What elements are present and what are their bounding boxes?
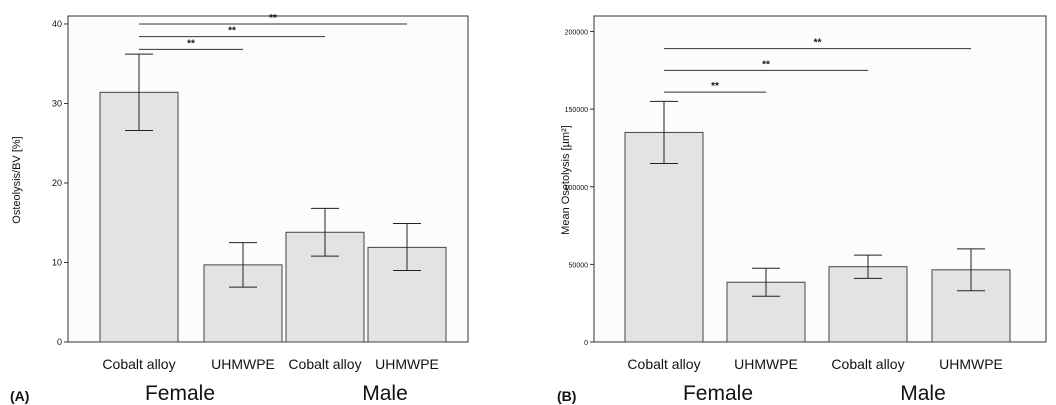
- y-tick-label-b-3: 150000: [565, 107, 588, 114]
- y-tick-label-b-1: 50000: [569, 262, 589, 269]
- category-label-b-0: Cobalt alloy: [627, 356, 700, 372]
- y-axis-label-b: Mean Osetolysis [µm²]: [560, 125, 572, 235]
- categories-a: Cobalt alloy UHMWPE Cobalt alloy UHMWPE: [102, 356, 438, 372]
- y-tick-label-b-0: 0: [584, 340, 588, 347]
- significance-label-a-0: **: [187, 38, 195, 49]
- error-bar-b-3: [957, 248, 985, 292]
- category-label-b-2: Cobalt alloy: [831, 356, 904, 372]
- category-label-a-3: UHMWPE: [375, 356, 439, 372]
- error-bar-a-2: [311, 207, 339, 257]
- error-bar-a-0: [125, 53, 153, 131]
- y-tick-label-b-4: 200000: [565, 30, 588, 37]
- categories-b: Cobalt alloy UHMWPE Cobalt alloy UHMWPE: [627, 356, 1002, 372]
- group-label-b-1: Male: [900, 382, 946, 405]
- bar-b-2: [828, 266, 908, 343]
- y-tick-label-a-1: 10: [52, 257, 62, 267]
- errorbars-a: [125, 53, 421, 288]
- error-bar-a-3: [393, 223, 421, 271]
- category-label-b-1: UHMWPE: [734, 356, 798, 372]
- category-label-b-3: UHMWPE: [939, 356, 1003, 372]
- category-label-a-0: Cobalt alloy: [102, 356, 175, 372]
- category-label-a-1: UHMWPE: [211, 356, 275, 372]
- group-label-b-0: Female: [683, 382, 753, 405]
- error-bar-b-0: [650, 100, 678, 164]
- bar-b-0: [624, 131, 704, 343]
- significance-b: ** ** **: [664, 38, 971, 93]
- group-label-a-1: Male: [362, 382, 408, 405]
- panel-label-a: (A): [10, 388, 29, 404]
- y-tick-label-a-4: 40: [52, 19, 62, 29]
- panel-label-b: (B): [557, 388, 576, 404]
- group-label-a-0: Female: [145, 382, 215, 405]
- significance-label-b-2: **: [814, 38, 822, 49]
- y-tick-label-a-0: 0: [57, 337, 62, 347]
- error-bar-a-1: [229, 242, 257, 288]
- error-bar-b-1: [752, 267, 780, 297]
- y-tick-label-a-3: 30: [52, 98, 62, 108]
- groups-a: Female Male: [145, 382, 408, 405]
- y-axis-label-a: Osteolysis/BV [%]: [11, 136, 23, 223]
- yticks-b: 0 50000 100000 150000 200000: [565, 30, 594, 347]
- significance-a: ** ** **: [139, 13, 407, 50]
- yticks-a: 0 10 20 30 40: [52, 19, 68, 347]
- bar-a-0: [99, 91, 179, 343]
- significance-label-a-2: **: [269, 13, 277, 24]
- significance-label-a-1: **: [228, 26, 236, 37]
- groups-b: Female Male: [683, 382, 946, 405]
- significance-label-b-0: **: [711, 81, 719, 92]
- category-label-a-2: Cobalt alloy: [288, 356, 361, 372]
- panel-b: ** ** ** 0 50000 100000 150000 200000 Cobalt a…: [557, 15, 1047, 405]
- error-bar-b-2: [854, 254, 882, 279]
- errorbars-b: [650, 100, 985, 297]
- y-tick-label-a-2: 20: [52, 178, 62, 188]
- significance-label-b-1: **: [762, 59, 770, 70]
- y-tick-label-b-2: 100000: [565, 185, 588, 192]
